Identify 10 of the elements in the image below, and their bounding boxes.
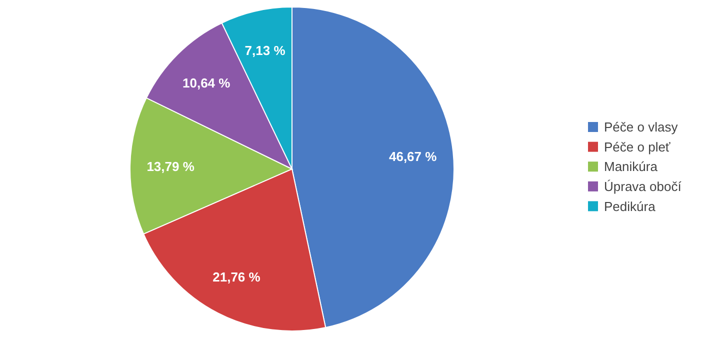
data-label: 13,79 % bbox=[146, 159, 195, 174]
data-label: 21,76 % bbox=[212, 270, 261, 285]
data-label: 7,13 % bbox=[244, 43, 286, 58]
legend-label: Úprava obočí bbox=[604, 178, 682, 194]
data-label: 10,64 % bbox=[182, 75, 231, 90]
legend-label: Péče o vlasy bbox=[604, 120, 678, 135]
legend-label: Manikúra bbox=[604, 159, 658, 174]
legend-label: Péče o pleť bbox=[604, 139, 670, 154]
legend-label: Pedikúra bbox=[604, 198, 656, 214]
data-label: 46,67 % bbox=[388, 148, 438, 164]
